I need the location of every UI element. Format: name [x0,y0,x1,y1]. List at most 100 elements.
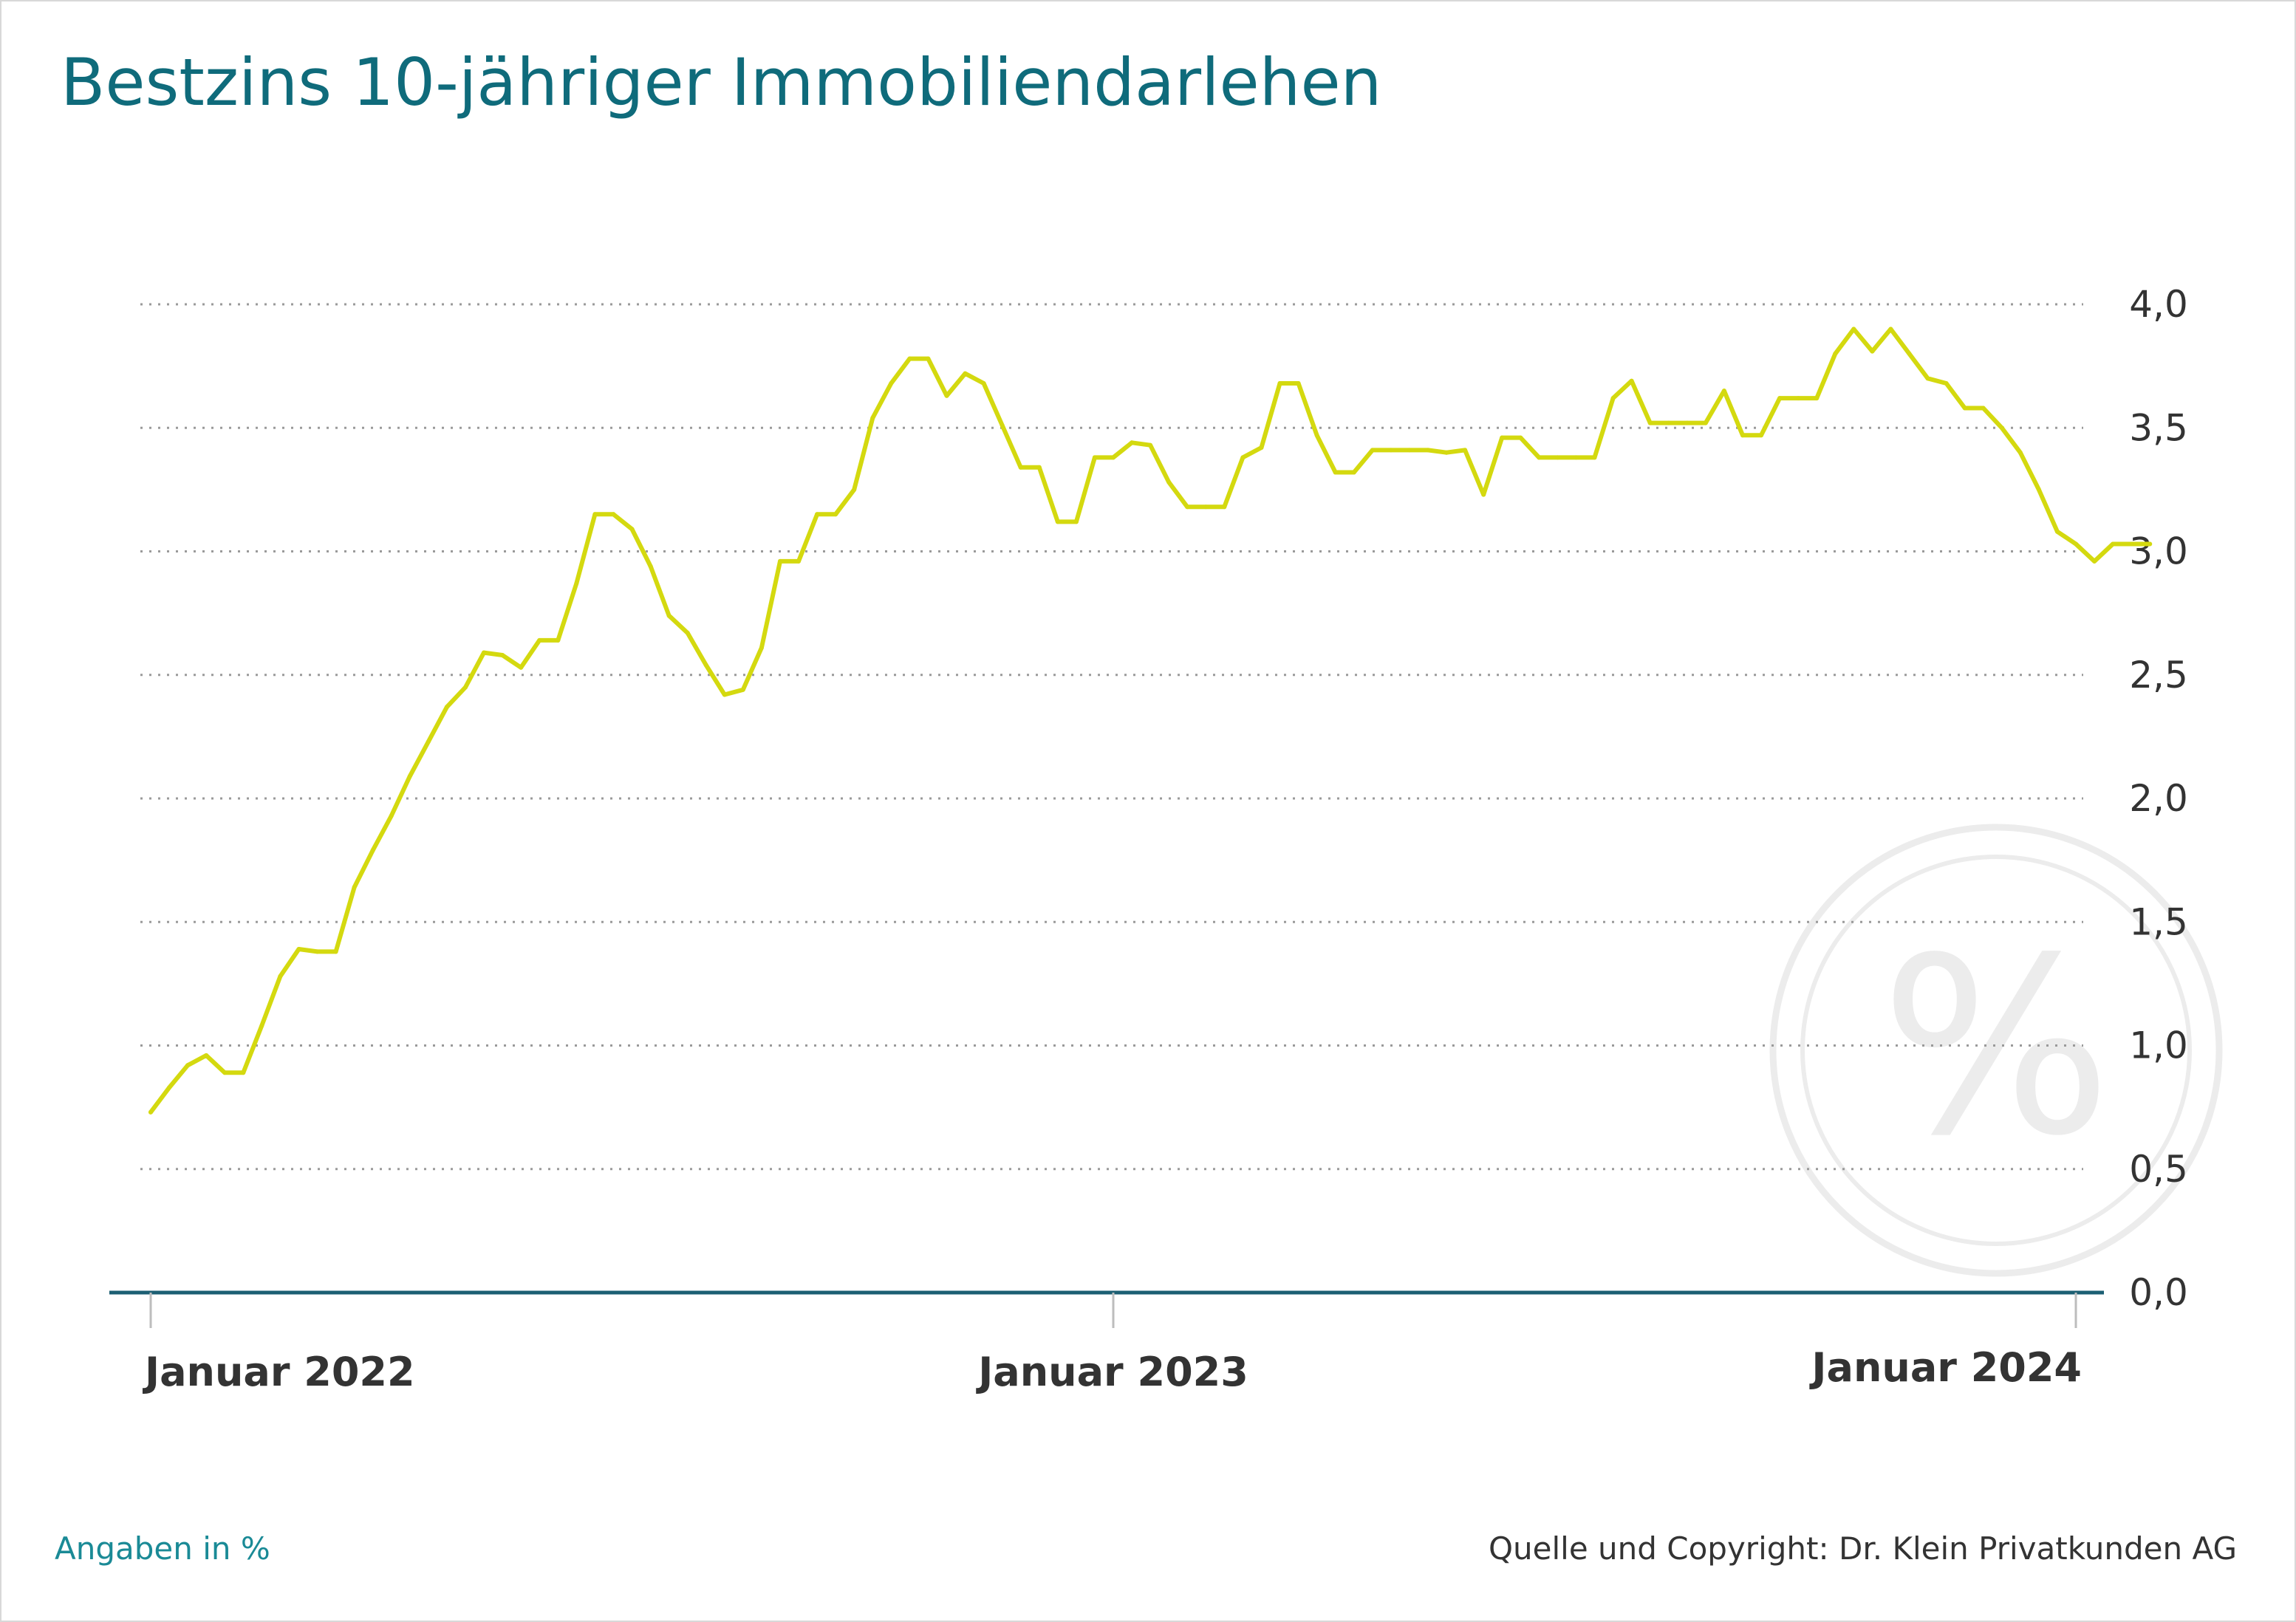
data-point [1740,433,1745,438]
data-point [722,692,727,697]
y-tick-label: 1,5 [2129,900,2188,943]
data-point [1055,519,1060,524]
data-point [1944,381,1949,386]
data-point [796,558,801,564]
data-point [1666,420,1671,425]
data-point [963,371,968,376]
y-tick-label: 2,0 [2129,777,2188,820]
x-axis-ticks: Januar 2022 Januar 2023 Januar 2024 [142,1293,2082,1395]
data-point [2074,541,2078,547]
data-point [2036,487,2041,492]
data-point [833,512,838,517]
x-tick-label: Januar 2024 [1808,1344,2082,1391]
watermark-inner-ring [1800,855,2192,1246]
data-point [926,356,931,361]
data-point [1388,448,1393,453]
data-point [1444,450,1449,455]
watermark-symbol: % [1880,906,2112,1189]
data-point [907,356,912,361]
data-point [1814,396,1820,401]
data-point [1925,376,1930,381]
data-point [648,564,653,569]
data-point [2111,541,2116,547]
data-point [1092,455,1097,460]
data-point [815,512,820,517]
data-point [1407,448,1412,453]
data-point [1629,378,1634,383]
data-point [352,885,357,890]
y-tick-label: 3,5 [2129,406,2188,449]
unit-note: Angaben in % [55,1530,270,1567]
data-point [1463,448,1468,453]
data-point [889,381,894,386]
x-tick-label: Januar 2023 [975,1349,1248,1395]
data-point [1907,351,1912,356]
data-point [1018,465,1023,470]
data-point [740,687,745,692]
data-point [1777,396,1783,401]
data-point [463,685,468,690]
data-point [1166,479,1172,485]
data-point [2017,450,2023,455]
data-point [1537,455,1542,460]
data-point [1647,420,1653,425]
data-point [1222,504,1227,510]
data-point [2129,541,2134,547]
data-point [1851,326,1856,332]
data-point [1962,406,1967,411]
data-point [592,512,598,517]
data-point [1759,433,1763,438]
data-point [629,527,635,532]
data-point [185,1063,191,1068]
data-point [1259,445,1264,450]
percent-watermark-icon: % [1769,824,2223,1277]
x-tick-label: Januar 2022 [142,1349,415,1395]
data-point [1148,442,1153,448]
data-point [444,705,449,710]
data-point [278,973,283,979]
data-point [1000,422,1005,428]
data-point [1314,433,1319,438]
data-point [611,512,616,517]
series-layer [148,326,2153,1115]
source-note: Quelle und Copyright: Dr. Klein Privatku… [1488,1530,2237,1567]
data-point [556,637,561,643]
chart-title: Bestzins 10-jähriger Immobiliendarlehen [61,44,1382,120]
data-point [1703,420,1708,425]
y-tick-label: 3,0 [2129,530,2188,573]
data-point [1333,470,1338,475]
watermark-outer-ring [1769,824,2223,1277]
data-point [944,393,949,398]
data-point [1500,435,1505,440]
data-point [370,848,375,853]
data-point [1036,465,1042,470]
data-point [1555,455,1560,460]
data-point [315,949,320,954]
data-point [1240,455,1246,460]
data-point [574,581,579,586]
data-point [537,637,542,643]
data-point [1203,504,1209,510]
data-point [1574,455,1579,460]
data-point [1796,396,1801,401]
data-point [1888,326,1893,332]
data-point [2148,541,2153,547]
data-point [666,613,672,618]
data-point [870,415,875,420]
data-point [1073,519,1079,524]
data-point [204,1053,209,1058]
data-point [1999,425,2004,431]
data-point [1518,435,1523,440]
data-point [241,1070,246,1075]
data-point [259,1023,264,1028]
data-point [2092,558,2097,564]
data-point [482,650,486,655]
data-point [1981,406,1986,411]
data-point [167,1085,172,1090]
data-point [703,663,708,668]
y-tick-label: 0,5 [2129,1148,2188,1191]
data-point [759,646,764,650]
data-point [1684,420,1689,425]
data-point [1592,455,1597,460]
